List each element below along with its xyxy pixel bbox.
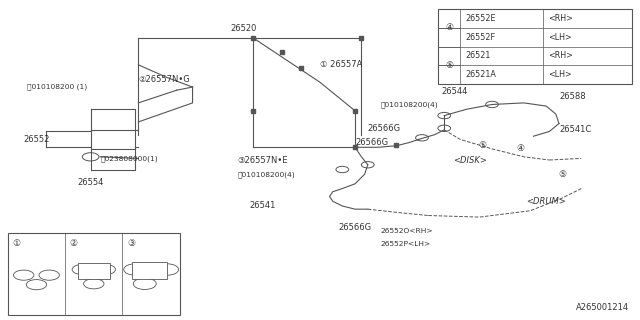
Text: ③26557N•E: ③26557N•E bbox=[237, 156, 287, 164]
Text: <LH>: <LH> bbox=[548, 33, 572, 42]
Text: Ⓑ010108200(4): Ⓑ010108200(4) bbox=[381, 101, 438, 108]
FancyBboxPatch shape bbox=[8, 233, 180, 316]
Text: 26520: 26520 bbox=[230, 24, 257, 33]
Text: ④: ④ bbox=[445, 23, 453, 32]
Text: A265001214: A265001214 bbox=[576, 303, 629, 312]
Text: 26566G: 26566G bbox=[339, 223, 372, 232]
Text: 26544: 26544 bbox=[441, 87, 467, 96]
Text: 26521: 26521 bbox=[465, 52, 491, 60]
Text: 26552O<RH>: 26552O<RH> bbox=[381, 228, 433, 234]
Text: ③: ③ bbox=[127, 239, 135, 248]
Text: ⑤: ⑤ bbox=[445, 61, 453, 70]
Text: 26588: 26588 bbox=[559, 92, 586, 101]
Text: <RH>: <RH> bbox=[548, 52, 573, 60]
Text: ②: ② bbox=[70, 239, 78, 248]
Text: 26552E: 26552E bbox=[465, 14, 496, 23]
Text: Ⓑ010108200(4): Ⓑ010108200(4) bbox=[237, 171, 295, 178]
Text: 26552F: 26552F bbox=[465, 33, 495, 42]
Text: <DRUM>: <DRUM> bbox=[526, 197, 566, 206]
Text: 26552: 26552 bbox=[24, 135, 50, 144]
Text: 26554: 26554 bbox=[78, 178, 104, 187]
Text: 26541C: 26541C bbox=[559, 125, 591, 134]
Text: 26541: 26541 bbox=[249, 202, 275, 211]
Text: ①: ① bbox=[12, 239, 20, 248]
Text: ②26557N•G: ②26557N•G bbox=[138, 75, 190, 84]
Text: <RH>: <RH> bbox=[548, 14, 573, 23]
FancyBboxPatch shape bbox=[132, 261, 167, 279]
Text: Ⓑ010108200 (1): Ⓑ010108200 (1) bbox=[27, 84, 87, 90]
Text: ⑤: ⑤ bbox=[558, 170, 566, 179]
Text: 26566G: 26566G bbox=[368, 124, 401, 133]
Text: <LH>: <LH> bbox=[548, 70, 572, 79]
FancyBboxPatch shape bbox=[438, 9, 632, 84]
Text: Ⓝ023808000(1): Ⓝ023808000(1) bbox=[100, 155, 158, 162]
Text: ① 26557A: ① 26557A bbox=[320, 60, 362, 69]
Text: ④: ④ bbox=[516, 144, 525, 153]
Text: 26566G: 26566G bbox=[355, 138, 388, 147]
Text: ⑤: ⑤ bbox=[479, 141, 486, 150]
Text: 26552P<LH>: 26552P<LH> bbox=[381, 241, 431, 247]
Text: 26521A: 26521A bbox=[465, 70, 496, 79]
FancyBboxPatch shape bbox=[78, 263, 109, 279]
Text: <DISK>: <DISK> bbox=[453, 156, 486, 164]
